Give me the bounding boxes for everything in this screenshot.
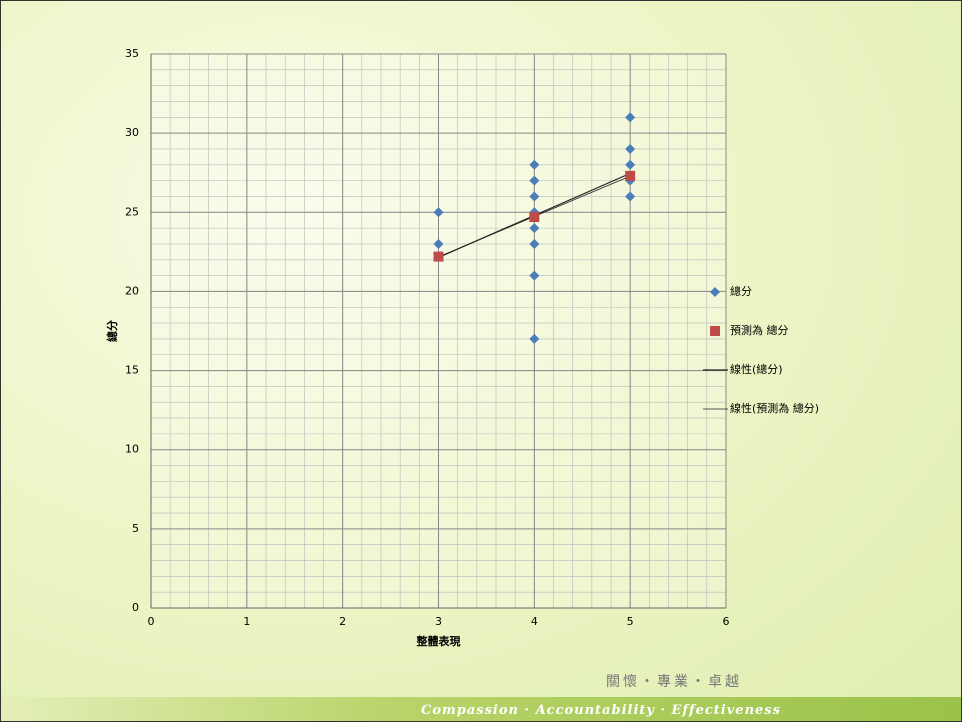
point [625, 112, 636, 123]
y-tick-label: 25 [125, 205, 139, 218]
point [625, 159, 636, 170]
y-tick-label: 10 [125, 443, 139, 456]
x-tick-label: 6 [723, 615, 730, 628]
point [529, 238, 540, 249]
point [433, 207, 444, 218]
y-tick-label: 15 [125, 364, 139, 377]
y-tick-label: 20 [125, 284, 139, 297]
point [529, 212, 540, 223]
y-tick-label: 30 [125, 126, 139, 139]
point [529, 223, 540, 234]
legend-label: 總分 [730, 284, 752, 298]
point [625, 170, 636, 181]
point [433, 251, 444, 262]
x-axis-label: 整體表現 [416, 634, 461, 648]
point [625, 143, 636, 154]
point [625, 191, 636, 202]
y-axis-label: 總分 [105, 320, 119, 342]
legend-label: 預測為 總分 [730, 323, 789, 337]
legend-marker [710, 326, 720, 336]
point [529, 159, 540, 170]
legend-label: 線性(總分) [730, 362, 783, 376]
point [529, 191, 540, 202]
y-tick-label: 5 [132, 522, 139, 535]
legend-marker [710, 287, 720, 297]
x-tick-label: 2 [339, 615, 346, 628]
point [529, 270, 540, 281]
footer-bar [1, 697, 961, 721]
x-tick-label: 1 [243, 615, 250, 628]
footer-motto: Compassion · Accountability · Effectiven… [421, 703, 781, 718]
x-tick-label: 0 [148, 615, 155, 628]
y-tick-label: 0 [132, 601, 139, 614]
x-tick-label: 3 [435, 615, 442, 628]
point [433, 238, 444, 249]
legend-label: 線性(預測為 總分) [730, 401, 819, 415]
x-tick-label: 5 [627, 615, 634, 628]
footer-chinese: 關懷・專業・卓越 [606, 674, 742, 690]
point [529, 333, 540, 344]
x-tick-label: 4 [531, 615, 538, 628]
point [529, 175, 540, 186]
y-tick-label: 35 [125, 47, 139, 60]
